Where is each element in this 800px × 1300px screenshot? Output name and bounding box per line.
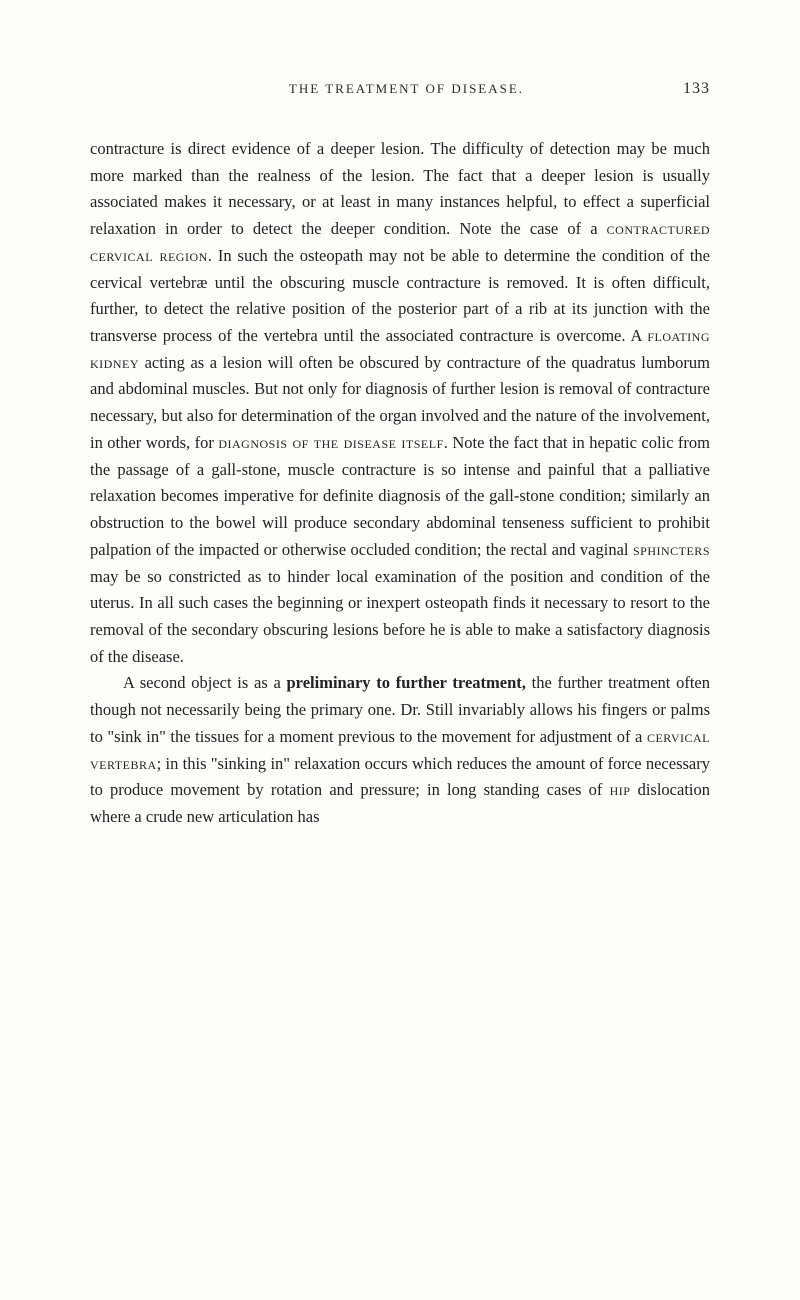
document-page: THE TREATMENT OF DISEASE. 133 contractur… [0, 0, 800, 1300]
paragraph: A second object is as a preliminary to f… [90, 670, 710, 830]
smallcaps-text: sphincters [633, 540, 710, 559]
page-header: THE TREATMENT OF DISEASE. 133 [90, 80, 710, 98]
body-text: contracture is direct evidence of a deep… [90, 136, 710, 831]
bold-text: preliminary to further treatment, [287, 673, 526, 692]
page-number: 133 [683, 80, 710, 98]
smallcaps-text: diagnosis of the disease itself [218, 433, 443, 452]
smallcaps-text: hip [610, 780, 631, 799]
text-run: A second object is as a [123, 673, 287, 692]
text-run: may be so constricted as to hinder local… [90, 567, 710, 666]
paragraph: contracture is direct evidence of a deep… [90, 136, 710, 670]
header-title: THE TREATMENT OF DISEASE. [130, 81, 683, 97]
